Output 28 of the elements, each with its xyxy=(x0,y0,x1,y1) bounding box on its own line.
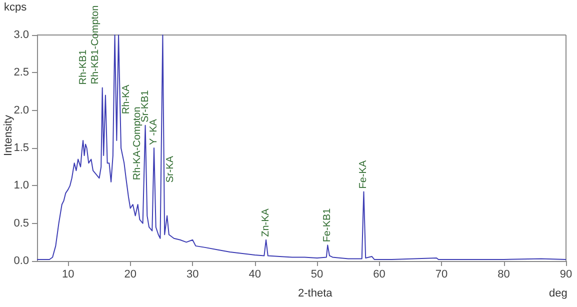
x-tick-label: 40 xyxy=(248,268,261,280)
x-tick-label: 90 xyxy=(560,268,572,280)
annotation: Fe-KB1 xyxy=(322,208,334,242)
x-axis-title: 2-theta xyxy=(298,288,334,300)
x-tick-label: 70 xyxy=(435,268,448,280)
y-tick-label: 1.5 xyxy=(14,142,29,154)
annotation: Rh-KB1-Compton xyxy=(90,5,101,84)
x-tick-label: 50 xyxy=(310,268,324,280)
y-tick-label: 2.5 xyxy=(14,66,29,79)
annotation: Rh-KA xyxy=(120,84,132,114)
annotation: Zn-KA xyxy=(260,208,272,237)
x-tick-label: 60 xyxy=(373,268,386,280)
y-tick-label: 0.0 xyxy=(14,255,29,267)
y-tick-label: 3.0 xyxy=(14,29,29,41)
y-tick-label: 2.0 xyxy=(14,104,29,116)
y-tick-label: 0.5 xyxy=(14,217,29,230)
text: kcps xyxy=(4,2,28,14)
x-tick-label: 20 xyxy=(124,268,136,280)
x-tick-label: 30 xyxy=(186,268,199,280)
y-axis-title: Intensity xyxy=(2,114,14,156)
x-tick-label: 10 xyxy=(62,268,74,280)
annotation: Y -KA xyxy=(148,118,160,145)
annotation: Fe-KA xyxy=(358,160,370,189)
text: deg xyxy=(549,288,568,300)
y-tick-label: 1.0 xyxy=(14,180,29,192)
annotation: Rh-KB1 xyxy=(78,49,89,85)
x-tick-label: 80 xyxy=(498,268,510,280)
annotation: Sr-KA xyxy=(165,156,176,183)
